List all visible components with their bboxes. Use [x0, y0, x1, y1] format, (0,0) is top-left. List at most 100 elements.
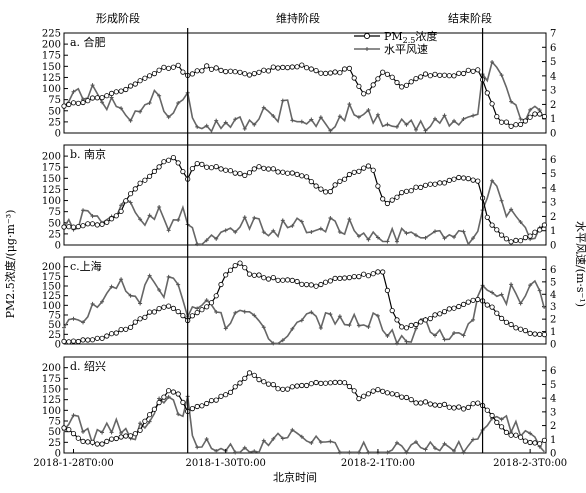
- pm25-line: [63, 64, 545, 127]
- pm25-point: [270, 64, 276, 70]
- wind-point: [366, 325, 371, 330]
- pm25-point: [351, 75, 357, 81]
- pm25-point: [284, 170, 291, 176]
- wind-point: [433, 116, 438, 121]
- pm25-point: [541, 113, 548, 120]
- pm25-point: [213, 397, 219, 403]
- pm25-point: [341, 176, 348, 182]
- wind-point: [81, 429, 86, 434]
- y-left-tick-label: 75: [48, 95, 61, 106]
- pm25-point: [384, 287, 390, 293]
- y-left-tick-label: 150: [42, 282, 61, 293]
- wind-point: [499, 198, 504, 203]
- pm25-point: [294, 64, 300, 70]
- pm25-point: [489, 101, 495, 107]
- pm25-point: [189, 313, 195, 319]
- pm25-point: [256, 376, 262, 383]
- pm25-point: [85, 337, 91, 343]
- y-right-tick-label: 0: [550, 340, 556, 351]
- wind-point: [147, 273, 152, 278]
- y-left-tick-label: 50: [48, 427, 61, 438]
- pm25-point: [118, 88, 124, 94]
- y-right-tick-label: 5: [550, 380, 556, 391]
- y-left-tick-label: 25: [48, 229, 61, 240]
- wind-point: [252, 122, 257, 127]
- pm25-point: [408, 188, 414, 194]
- wind-point: [138, 109, 143, 114]
- wind-point: [490, 178, 495, 183]
- pm25-point: [94, 95, 100, 101]
- pm25-point: [413, 400, 419, 406]
- pm25-point: [265, 381, 272, 387]
- pm25-point: [299, 281, 305, 287]
- pm25-point: [294, 171, 300, 177]
- pm25-point: [61, 425, 67, 431]
- pm25-point: [147, 309, 153, 315]
- wind-point: [347, 450, 352, 455]
- pm25-point: [422, 71, 429, 77]
- pm25-point: [194, 403, 200, 410]
- pm25-point: [332, 182, 338, 188]
- pm25-point: [299, 62, 305, 68]
- pm25-point: [80, 99, 86, 106]
- pm25-point: [413, 76, 419, 82]
- panel-label: c.上海: [70, 259, 102, 273]
- y-right-tick-label: 0: [550, 129, 556, 140]
- pm25-point: [104, 438, 110, 444]
- pm25-point: [175, 391, 181, 397]
- pm25-point: [142, 418, 148, 424]
- pm25-point: [375, 386, 381, 393]
- pm25-point: [161, 394, 167, 400]
- pm25-point: [156, 67, 162, 73]
- pm25-point: [465, 404, 471, 410]
- wind-point: [509, 99, 514, 104]
- pm25-point: [332, 275, 338, 281]
- pm25-point: [66, 224, 72, 230]
- wind-point: [128, 200, 133, 205]
- pm25-point: [61, 103, 67, 109]
- pm25-point: [75, 224, 81, 230]
- pm25-point: [194, 161, 200, 167]
- pm25-point: [237, 260, 243, 266]
- pm25-point: [351, 169, 357, 175]
- pm25-point: [503, 319, 509, 325]
- wind-point: [233, 310, 238, 315]
- pm25-markers: [61, 62, 548, 129]
- wind-point: [204, 238, 209, 243]
- wind-point: [404, 122, 409, 127]
- wind-point: [242, 215, 247, 220]
- pm25-point: [313, 283, 319, 289]
- wind-point: [337, 314, 342, 319]
- y-left-tick-label: 200: [42, 363, 61, 374]
- wind-point: [204, 298, 209, 303]
- pm25-point: [537, 441, 543, 447]
- pm25-point: [384, 200, 390, 207]
- wind-point: [328, 128, 333, 133]
- pm25-point: [299, 382, 305, 389]
- pm25-point: [437, 180, 443, 186]
- wind-point: [299, 119, 304, 124]
- pm25-point: [199, 403, 205, 409]
- y-left-tick-label: 0: [55, 449, 61, 460]
- pm25-point: [61, 224, 67, 230]
- wind-point: [366, 450, 371, 455]
- pm25-point: [137, 427, 143, 433]
- pm25-point: [427, 401, 433, 407]
- panel-label: b. 南京: [70, 147, 106, 161]
- pm25-point: [128, 433, 134, 439]
- pm25-point: [218, 67, 224, 74]
- pm25-point: [208, 66, 215, 72]
- pm25-point: [322, 380, 329, 386]
- pm25-point: [456, 70, 462, 76]
- stage-label-1: 维持阶段: [276, 11, 320, 25]
- pm25-point: [66, 101, 72, 108]
- wind-line: [63, 274, 546, 346]
- pm25-point: [161, 64, 167, 70]
- pm25-point: [175, 308, 181, 315]
- pm25-point: [427, 181, 433, 187]
- pm25-point: [503, 119, 509, 125]
- y-right-tick-label: 4: [550, 183, 556, 194]
- pm25-point: [80, 337, 86, 343]
- panel-frame: [63, 144, 547, 246]
